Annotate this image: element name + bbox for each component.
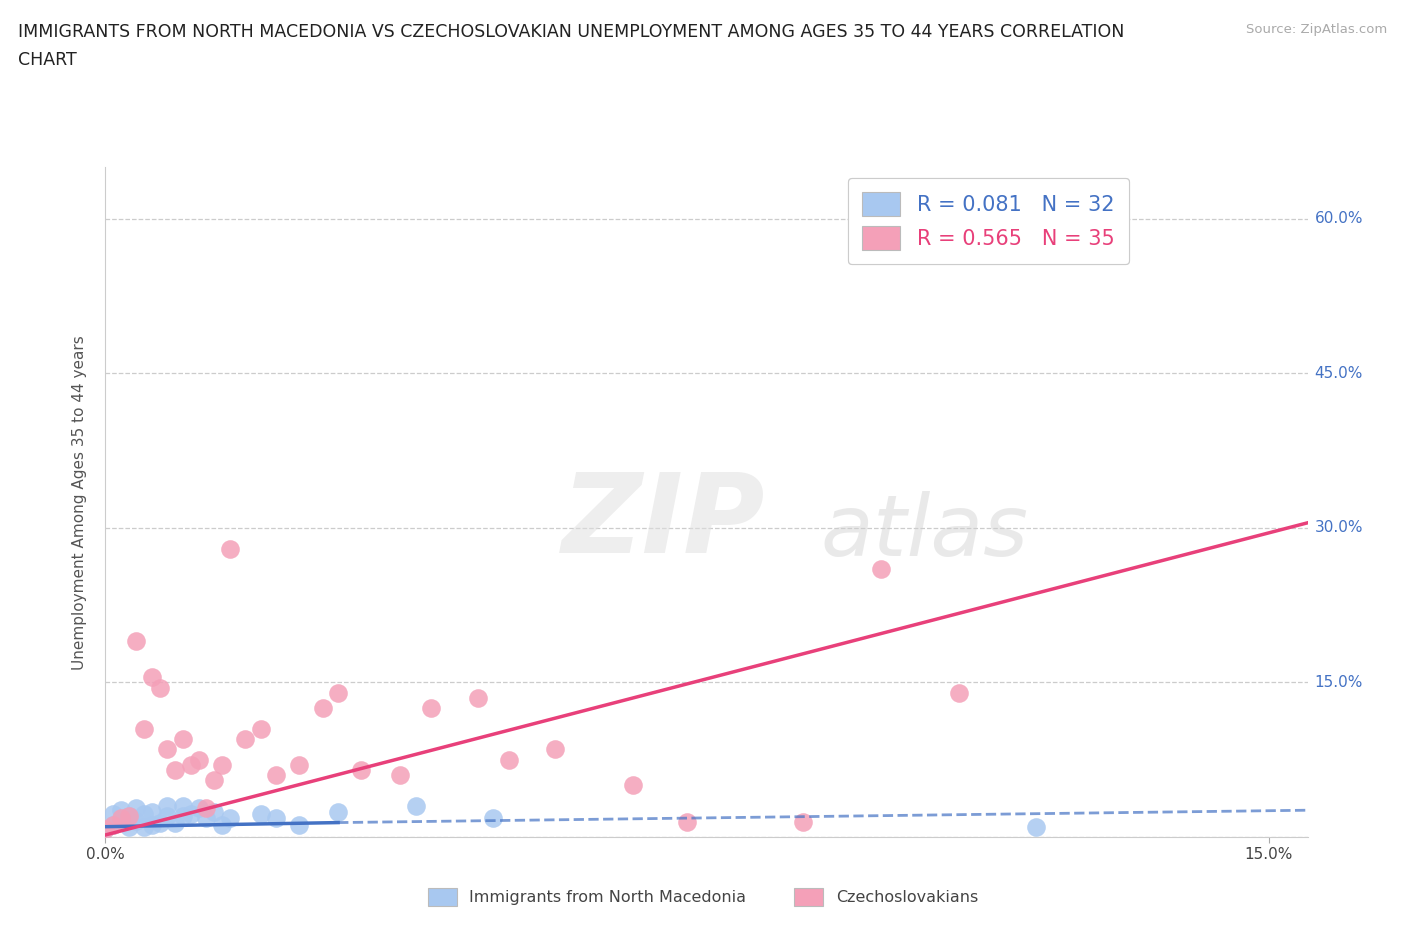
Point (172, 809, 194, 824)
Point (264, 811, 287, 826)
Point (288, 817, 311, 832)
Point (118, 809, 141, 824)
Point (165, 763, 187, 777)
Legend: Immigrants from North Macedonia, Czechoslovakians: Immigrants from North Macedonia, Czechos… (422, 882, 984, 912)
Point (172, 799, 194, 814)
Point (218, 811, 240, 826)
Point (110, 803, 132, 817)
Legend: R = 0.081   N = 32, R = 0.565   N = 35: R = 0.081 N = 32, R = 0.565 N = 35 (848, 178, 1129, 264)
Point (467, 690, 489, 705)
Point (249, 722, 271, 737)
Point (870, 562, 893, 577)
Point (187, 801, 209, 816)
Point (149, 680, 172, 695)
Point (134, 819, 156, 834)
Text: 30.0%: 30.0% (1315, 521, 1362, 536)
Point (103, 817, 125, 832)
Text: 15.0%: 15.0% (1315, 675, 1362, 690)
Point (1025, 819, 1047, 834)
Point (948, 685, 970, 700)
Point (676, 814, 699, 829)
Point (180, 757, 202, 772)
Point (264, 768, 287, 783)
Point (118, 819, 141, 834)
Point (482, 811, 505, 826)
Point (156, 799, 179, 814)
Point (118, 809, 141, 824)
Point (792, 814, 814, 829)
Point (326, 804, 349, 819)
Point (420, 701, 443, 716)
Point (141, 817, 163, 832)
Point (125, 801, 148, 816)
Point (233, 732, 256, 747)
Point (202, 773, 225, 788)
Point (405, 799, 427, 814)
Point (218, 541, 240, 556)
Point (211, 757, 233, 772)
Text: Source: ZipAtlas.com: Source: ZipAtlas.com (1247, 23, 1388, 36)
Point (94, 821, 117, 836)
Point (110, 813, 132, 828)
Point (195, 811, 218, 826)
Point (202, 804, 225, 819)
Point (149, 815, 172, 830)
Point (288, 757, 311, 772)
Point (110, 811, 132, 826)
Text: atlas: atlas (821, 491, 1029, 574)
Point (94, 821, 117, 836)
Point (1102, 211, 1125, 226)
Text: 60.0%: 60.0% (1315, 211, 1362, 226)
Point (498, 752, 520, 767)
Point (156, 809, 179, 824)
Point (187, 752, 209, 767)
Point (326, 685, 349, 700)
Point (125, 813, 148, 828)
Point (389, 768, 412, 783)
Point (350, 763, 373, 777)
Point (134, 807, 156, 822)
Point (249, 807, 271, 822)
Point (134, 722, 156, 737)
Point (211, 817, 233, 832)
Point (172, 732, 194, 747)
Point (165, 815, 187, 830)
Point (103, 817, 125, 832)
Point (156, 742, 179, 757)
Text: ZIP: ZIP (562, 469, 766, 576)
Y-axis label: Unemployment Among Ages 35 to 44 years: Unemployment Among Ages 35 to 44 years (72, 335, 87, 670)
Point (125, 634, 148, 649)
Text: IMMIGRANTS FROM NORTH MACEDONIA VS CZECHOSLOVAKIAN UNEMPLOYMENT AMONG AGES 35 TO: IMMIGRANTS FROM NORTH MACEDONIA VS CZECH… (18, 23, 1125, 41)
Point (544, 742, 567, 757)
Text: CHART: CHART (18, 51, 77, 69)
Point (195, 801, 218, 816)
Point (103, 807, 125, 822)
Point (141, 804, 163, 819)
Point (311, 701, 333, 716)
Point (180, 807, 202, 822)
Text: 45.0%: 45.0% (1315, 365, 1362, 381)
Point (141, 670, 163, 684)
Point (621, 778, 644, 793)
